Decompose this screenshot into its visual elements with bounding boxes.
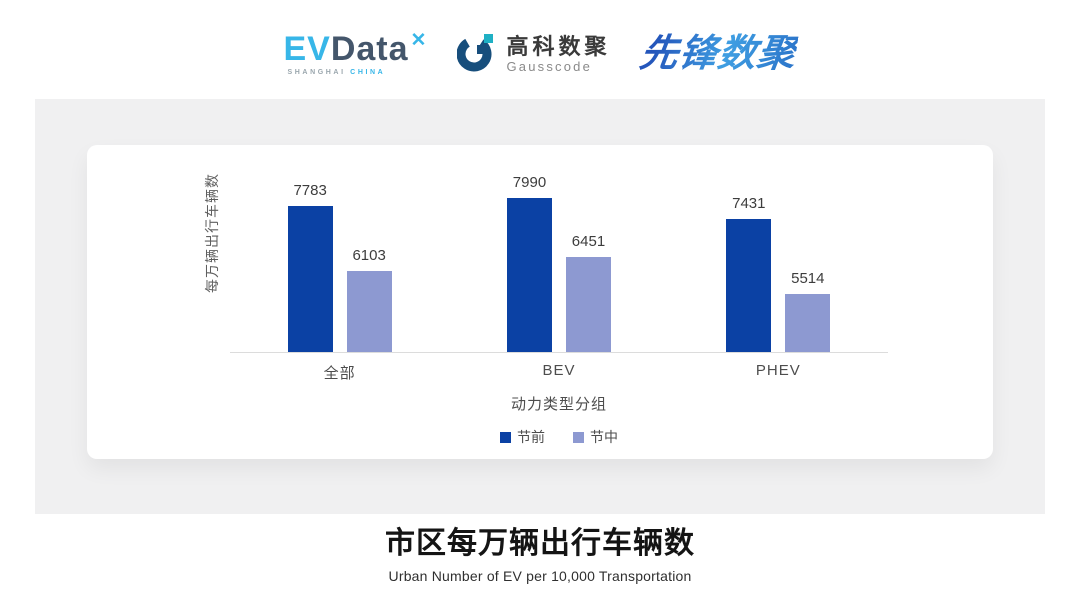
bar-value-label: 6451	[571, 233, 606, 250]
category-label: 全部	[323, 365, 356, 382]
bar-value-label: 7783	[293, 182, 327, 199]
bar-value-label: 5514	[791, 270, 825, 287]
x-axis-title: 动力类型分组	[510, 396, 607, 413]
category-labels: 全部 BEV PHEV	[230, 353, 888, 383]
bar-全部-节前: 7783	[287, 182, 333, 352]
bar-value-label: 7990	[512, 174, 547, 191]
legend-item-节中: 节中	[573, 427, 618, 447]
chart-card: 每万辆出行车辆数 7783 6103 7990 6451 7431 5514 全部 BEV P…	[87, 145, 993, 459]
gausscode-wordmark: 高科数聚 Gausscode	[506, 33, 611, 74]
footer: 市区每万辆出行车辆数 Urban Number of EV per 10,000…	[0, 527, 1080, 584]
evdata-china-text: CHINA	[350, 69, 386, 76]
gausscode-en-text: Gausscode	[506, 58, 593, 74]
evdata-data-text: Data	[330, 30, 409, 68]
bar-全部-节中: 6103	[346, 247, 392, 352]
bar-BEV-节前: 7990	[506, 174, 552, 352]
bar-PHEV-节前: 7431	[726, 195, 772, 352]
gausscode-cn-text: 高科数聚	[506, 33, 611, 59]
legend: 节前 节中	[230, 427, 888, 447]
legend-label: 节前	[517, 429, 545, 445]
chart-subtitle: Urban Number of EV per 10,000 Transporta…	[388, 568, 692, 584]
chart-panel: 每万辆出行车辆数 7783 6103 7990 6451 7431 5514 全部 BEV P…	[35, 99, 1045, 514]
legend-item-节前: 节前	[500, 427, 545, 447]
legend-swatch-icon	[500, 431, 511, 443]
bar-value-label: 6103	[352, 247, 386, 264]
legend-label: 节中	[590, 429, 618, 445]
bar-BEV-节中: 6451	[565, 233, 611, 352]
plot-bars: 7783 6103 7990 6451 7431 5514	[230, 174, 888, 353]
evdata-logo: EV Data ✕ SHANGHAI CHINA	[283, 30, 427, 76]
evdata-shanghai-text: SHANGHAI	[287, 69, 346, 76]
bar-PHEV-节中: 5514	[785, 270, 831, 352]
chart-title: 市区每万辆出行车辆数	[385, 527, 695, 560]
evdata-wordmark: EV Data ✕	[283, 30, 427, 68]
evdata-subtext: SHANGHAI CHINA	[283, 69, 385, 76]
plot-area: 7783 6103 7990 6451 7431 5514 全部 BEV PHEV 动力类型分…	[230, 174, 888, 447]
header-logos: EV Data ✕ SHANGHAI CHINA 高科数聚 Gausscode 先锋…	[0, 22, 1080, 86]
category-label: BEV	[542, 362, 576, 379]
evdata-star-icon: ✕	[410, 30, 428, 51]
evdata-ev-text: EV	[283, 30, 331, 68]
legend-swatch-icon	[573, 431, 584, 443]
bar-group: 7990 6451	[449, 174, 668, 352]
y-axis-label: 每万辆出行车辆数	[204, 173, 220, 293]
gausscode-g-icon	[456, 31, 497, 78]
category-label: PHEV	[755, 362, 801, 379]
pioneer-logo: 先锋数聚	[637, 33, 800, 75]
bar-group: 7431 5514	[669, 195, 888, 352]
bar-value-label: 7431	[732, 195, 766, 212]
bar-group: 7783 6103	[230, 182, 449, 352]
gausscode-logo: 高科数聚 Gausscode	[456, 31, 611, 78]
